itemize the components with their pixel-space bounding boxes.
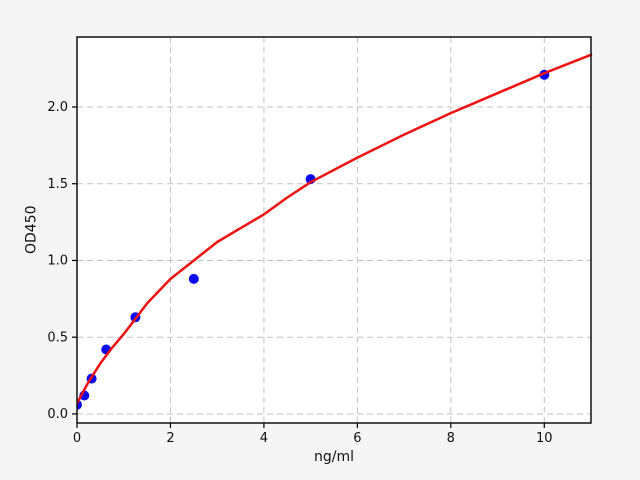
data-point-marker <box>188 273 199 284</box>
y-axis-label: OD450 <box>23 205 40 255</box>
axis-ticks <box>72 106 545 428</box>
x-tick-label: 2 <box>166 431 174 446</box>
x-axis-label: ng/ml <box>313 449 354 465</box>
y-tick-label: 0.5 <box>47 330 68 345</box>
fit-curve-line <box>77 53 593 405</box>
x-tick-label: 4 <box>260 431 268 446</box>
y-tick-label: 1.5 <box>47 177 68 192</box>
x-tick-label: 10 <box>536 431 553 446</box>
gridlines <box>76 37 591 423</box>
y-tick-label: 1.0 <box>47 254 68 269</box>
tick-labels: 0 2 4 6 8 10 0.0 0.5 1.0 1.5 2.0 <box>47 100 552 446</box>
plot-area <box>77 37 591 423</box>
x-tick-label: 0 <box>73 431 81 446</box>
y-tick-label: 2.0 <box>47 100 68 115</box>
x-tick-label: 8 <box>447 431 455 446</box>
x-tick-label: 6 <box>353 431 361 446</box>
y-tick-label: 0.0 <box>47 407 68 422</box>
axes-spines <box>76 36 592 424</box>
